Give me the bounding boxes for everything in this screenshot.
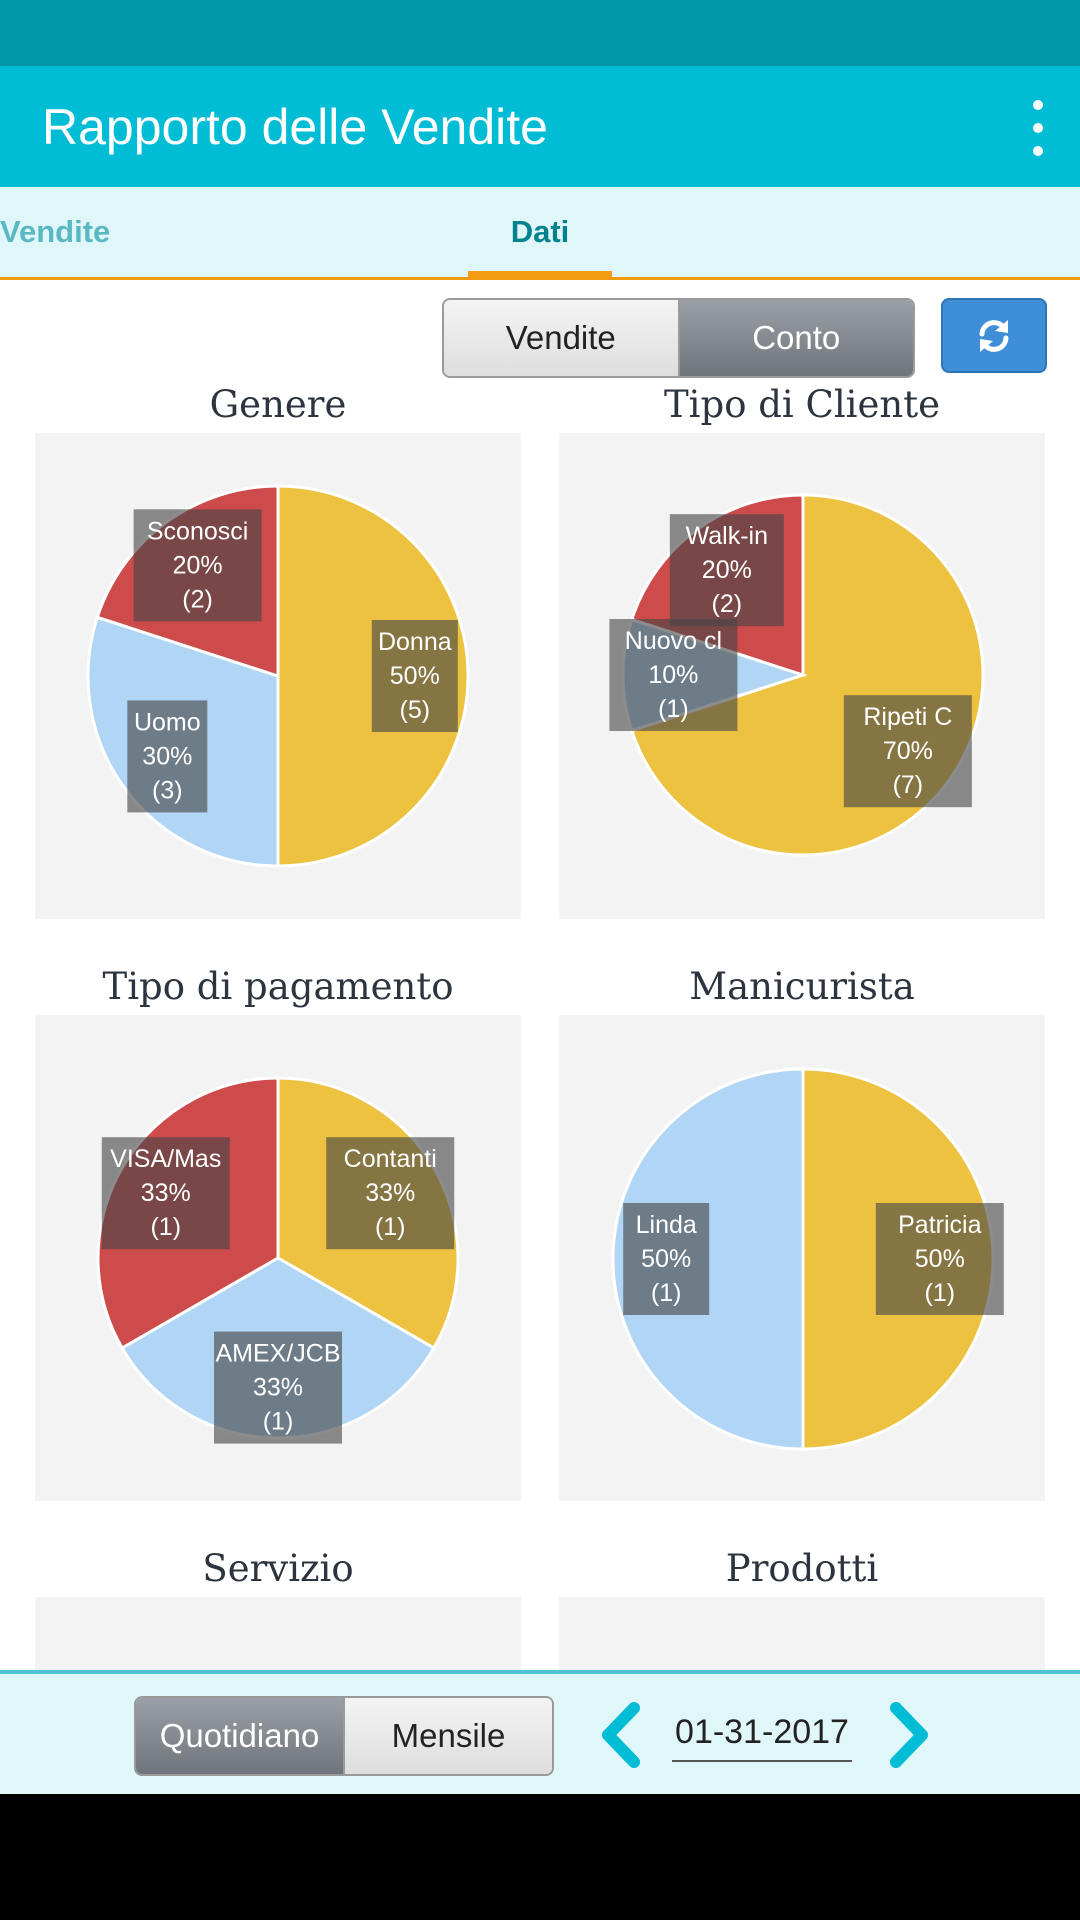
period-toggle: Quotidiano Mensile bbox=[134, 1696, 554, 1776]
slice-percent: 10% bbox=[648, 661, 698, 689]
slice-percent: 50% bbox=[641, 1245, 691, 1273]
slice-percent: 50% bbox=[390, 662, 440, 690]
chart-manicurista: Patricia 50% (1) Linda 50% (1) bbox=[559, 1015, 1045, 1501]
slice-name: Nuovo cl bbox=[625, 627, 722, 655]
slice-name: Walk-in bbox=[686, 522, 768, 550]
metric-vendite-button[interactable]: Vendite bbox=[444, 300, 678, 376]
slice-label-background bbox=[371, 620, 458, 732]
slice-name: Donna bbox=[378, 628, 452, 656]
slice-label-contanti: Contanti 33% (1) bbox=[326, 1137, 455, 1250]
app-title: Rapporto delle Vendite bbox=[42, 99, 548, 155]
slice-percent: 20% bbox=[173, 551, 223, 579]
slice-percent: 33% bbox=[253, 1374, 303, 1402]
slice-label-background bbox=[609, 619, 738, 731]
slice-name: Sconosci bbox=[147, 517, 248, 545]
period-quotidiano-button[interactable]: Quotidiano bbox=[136, 1698, 343, 1774]
slice-count: (2) bbox=[712, 590, 743, 618]
slice-percent: 33% bbox=[141, 1179, 191, 1207]
slice-count: (7) bbox=[893, 771, 924, 799]
slice-count: (5) bbox=[400, 696, 431, 724]
chart-title-manicurista: Manicurista bbox=[689, 965, 915, 1008]
tab-dati[interactable]: Dati bbox=[510, 214, 570, 249]
chart-title-servizio: Servizio bbox=[202, 1547, 354, 1590]
slice-label-background bbox=[875, 1203, 1004, 1315]
system-nav-bar bbox=[0, 1794, 1080, 1920]
slice-count: (1) bbox=[150, 1213, 181, 1241]
bottom-separator bbox=[0, 1670, 1080, 1674]
chevron-left-icon[interactable] bbox=[592, 1700, 652, 1770]
chart-title-prodotti: Prodotti bbox=[725, 1547, 879, 1590]
slice-name: Ripeti C bbox=[863, 703, 952, 731]
slice-percent: 50% bbox=[915, 1245, 965, 1273]
tab-vendite[interactable]: Vendite bbox=[0, 214, 111, 249]
tab-indicator bbox=[468, 271, 612, 277]
refresh-icon bbox=[979, 319, 1009, 352]
chart-servizio bbox=[35, 1597, 521, 1670]
chart-tipo-cliente: Ripeti C 70% (7) Nuovo cl 10% (1) Walk-in 20% (2… bbox=[559, 433, 1045, 919]
chart-tipo-pagamento: Contanti 33% (1) AMEX/JCB 33% (1) VISA/Mas 33% (… bbox=[35, 1015, 521, 1501]
slice-name: Uomo bbox=[134, 708, 201, 736]
slice-name: Linda bbox=[636, 1211, 697, 1239]
slice-label-walk-in: Walk-in 20% (2) bbox=[669, 514, 784, 627]
pie-manicurista: Patricia 50% (1) Linda 50% (1) bbox=[611, 1067, 1004, 1451]
status-bar bbox=[0, 0, 1080, 66]
slice-percent: 70% bbox=[883, 737, 933, 765]
chart-title-tipo-cliente: Tipo di Cliente bbox=[664, 383, 940, 426]
slice-label-amex-jcb: AMEX/JCB 33% (1) bbox=[214, 1331, 342, 1444]
slice-count: (1) bbox=[925, 1279, 956, 1307]
slice-percent: 33% bbox=[365, 1179, 415, 1207]
slice-label-background bbox=[214, 1331, 342, 1444]
slice-label-donna: Donna 50% (5) bbox=[371, 620, 458, 732]
slice-label-background bbox=[133, 509, 262, 622]
slice-label-sconosci: Sconosci 20% (2) bbox=[133, 509, 262, 622]
slice-count: (3) bbox=[152, 776, 183, 804]
slice-count: (1) bbox=[651, 1279, 682, 1307]
date-field[interactable]: 01-31-2017 bbox=[672, 1704, 852, 1762]
slice-label-patricia: Patricia 50% (1) bbox=[875, 1203, 1004, 1315]
slice-label-background bbox=[127, 700, 208, 813]
chart-genere: Donna 50% (5) Uomo 30% (3) Sconosci 20% (2) bbox=[35, 433, 521, 919]
slice-count: (1) bbox=[658, 695, 689, 723]
chart-title-tipo-pagamento: Tipo di pagamento bbox=[102, 965, 454, 1008]
slice-name: AMEX/JCB bbox=[215, 1340, 340, 1368]
app-bar: Rapporto delle Vendite bbox=[0, 66, 1080, 187]
slice-label-background bbox=[101, 1137, 230, 1250]
slice-count: (2) bbox=[182, 585, 213, 613]
slice-label-background bbox=[843, 695, 972, 808]
metric-toggle: Vendite Conto bbox=[442, 298, 915, 378]
chart-prodotti bbox=[559, 1597, 1045, 1670]
slice-name: Contanti bbox=[344, 1145, 437, 1173]
slice-percent: 30% bbox=[142, 742, 192, 770]
slice-name: VISA/Mas bbox=[110, 1145, 221, 1173]
slice-count: (1) bbox=[263, 1408, 294, 1436]
slice-label-background bbox=[623, 1203, 710, 1315]
tab-bar: Vendite Dati bbox=[0, 187, 1080, 280]
slice-label-background bbox=[669, 514, 784, 627]
refresh-button[interactable] bbox=[941, 298, 1047, 373]
overflow-menu-icon[interactable] bbox=[1018, 100, 1058, 156]
pie-tipo-cliente: Ripeti C 70% (7) Nuovo cl 10% (1) Walk-in 20% (2… bbox=[609, 493, 985, 857]
chevron-right-icon[interactable] bbox=[878, 1700, 938, 1770]
chart-title-genere: Genere bbox=[209, 383, 347, 426]
slice-label-uomo: Uomo 30% (3) bbox=[127, 700, 208, 813]
metric-conto-button[interactable]: Conto bbox=[677, 300, 913, 376]
pie-genere: Donna 50% (5) Uomo 30% (3) Sconosci 20% (2) bbox=[86, 484, 470, 868]
slice-name: Patricia bbox=[898, 1211, 981, 1239]
slice-label-visa-mas: VISA/Mas 33% (1) bbox=[101, 1137, 230, 1250]
bottom-bar: Quotidiano Mensile 01-31-2017 bbox=[0, 1674, 1080, 1794]
slice-percent: 20% bbox=[702, 556, 752, 584]
pie-tipo-pagamento: Contanti 33% (1) AMEX/JCB 33% (1) VISA/Mas 33% (… bbox=[96, 1076, 460, 1444]
slice-label-ripeti-c: Ripeti C 70% (7) bbox=[843, 695, 972, 808]
slice-count: (1) bbox=[375, 1213, 406, 1241]
period-mensile-button[interactable]: Mensile bbox=[343, 1698, 552, 1774]
slice-label-nuovo-cl: Nuovo cl 10% (1) bbox=[609, 619, 738, 731]
slice-label-linda: Linda 50% (1) bbox=[623, 1203, 710, 1315]
slice-label-background bbox=[326, 1137, 455, 1250]
